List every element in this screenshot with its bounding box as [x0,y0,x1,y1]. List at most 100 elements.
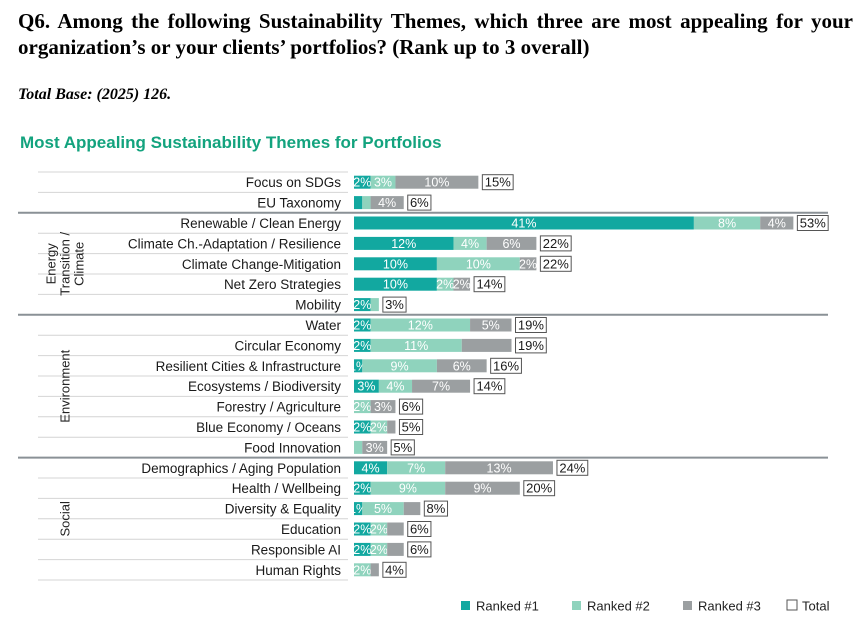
segment-label: 3% [357,380,375,394]
segment-label: 9% [399,482,417,496]
bar-segment-ranked-1 [354,196,363,210]
category-label: Health / Wellbeing [232,481,341,496]
segment-label: 10% [466,257,491,271]
bar-segment-ranked-3 [461,338,512,352]
segment-label: 12% [408,319,433,333]
bar-segment-ranked-2 [370,481,446,495]
bar-segment-ranked-2 [453,236,487,250]
category-label: Diversity & Equality [225,502,342,517]
bar-segment-ranked-2 [693,216,761,230]
legend-swatch-ranked-3 [683,601,692,610]
segment-label: 7% [407,461,425,475]
group-label: Transition / [57,232,72,296]
segment-label: 2% [353,298,371,312]
total-label: 22% [543,236,569,251]
category-label: Responsible AI [251,542,341,557]
total-label: 6% [410,522,429,537]
segment-label: 10% [383,257,408,271]
segment-label: 5% [374,502,392,516]
bar-segment-ranked-1 [354,481,371,495]
category-label: Climate Ch.-Adaptation / Resilience [128,236,341,251]
segment-label: 2% [353,482,371,496]
bar-segment-ranked-1 [354,277,437,291]
total-base: Total Base: (2025) 126. [18,86,172,103]
segment-label: 11% [404,339,428,353]
bar-segment-ranked-1 [354,236,454,250]
total-label: 5% [402,420,421,435]
segment-label: 3% [374,400,392,414]
segment-label: 4% [768,217,786,231]
total-label: 4% [385,562,404,577]
bar-segment-ranked-2 [436,257,520,271]
segment-label: 13% [487,461,512,475]
chart-title: Most Appealing Sustainability Themes for… [20,133,442,152]
category-label: Renewable / Clean Energy [180,216,341,231]
category-label: Forestry / Agriculture [216,400,341,415]
total-label: 16% [493,358,519,373]
segment-label: 41% [511,217,536,231]
total-box [523,480,556,497]
total-label: 15% [485,175,511,190]
bar-segment-ranked-1 [354,257,437,271]
bar-segment-ranked-3 [370,563,379,577]
bar-segment-ranked-3 [370,400,396,414]
segment-label: 4% [461,237,479,251]
segment-label: 12% [391,237,416,251]
segment-label: 2% [370,421,388,435]
category-label: Human Rights [255,563,341,578]
category-label: Ecosystems / Biodiversity [188,379,341,394]
bar-segment-ranked-1 [354,522,371,536]
bar-segment-ranked-3 [436,359,487,373]
bar-segment-ranked-3 [387,522,404,536]
total-box [407,194,432,211]
category-label: EU Taxonomy [257,196,341,211]
segment-label: 10% [383,278,408,292]
segment-label: 2% [353,543,371,557]
total-box [515,317,547,333]
segment-label: 2% [436,278,454,292]
bar-segment-ranked-3 [453,277,471,291]
segment-label: 2% [353,400,371,414]
segment-label: 6% [453,359,471,373]
segment-label: 9% [473,482,491,496]
total-box [481,174,514,191]
total-box [556,459,589,476]
bar-segment-ranked-2 [370,298,379,312]
bar-segment-ranked-2 [378,379,413,393]
bar-segment-ranked-3 [412,379,471,393]
segment-label: 6% [502,237,520,251]
category-label: Climate Change-Mitigation [182,257,341,272]
question-text: Q6. Among the following Sustainability T… [18,9,853,59]
total-label: 19% [518,318,544,333]
total-box [473,276,506,293]
total-box [473,378,506,395]
segment-label: 5% [482,319,500,333]
bar-segment-ranked-2 [370,338,462,352]
bar-segment-ranked-2 [370,420,388,434]
legend-swatch-ranked-2 [572,601,581,610]
bar-segment-ranked-2 [436,277,454,291]
segment-label: 7% [432,380,450,394]
total-label: 14% [476,379,502,394]
segment-label: 4% [386,380,404,394]
bar-segment-ranked-1 [354,461,388,475]
legend-label: Ranked #2 [587,599,650,614]
category-label: Blue Economy / Oceans [196,420,341,435]
bar-segment-ranked-3 [403,502,421,516]
bar-segment-ranked-1 [354,216,694,230]
category-label: Demographics / Aging Population [141,461,341,476]
bar-segment-ranked-3 [445,481,520,495]
total-box [398,419,424,435]
bar-segment-ranked-2 [387,461,446,475]
total-box [539,235,572,252]
category-label: Mobility [295,298,341,313]
total-label: 20% [526,481,552,496]
bar-segment-ranked-2 [362,502,404,516]
total-label: 6% [402,399,421,414]
category-label: Focus on SDGs [246,175,342,190]
segment-label: 2% [370,543,388,557]
category-label: Water [305,318,341,333]
bar-segment-ranked-2 [370,318,471,332]
bar-segment-ranked-1 [354,318,371,332]
